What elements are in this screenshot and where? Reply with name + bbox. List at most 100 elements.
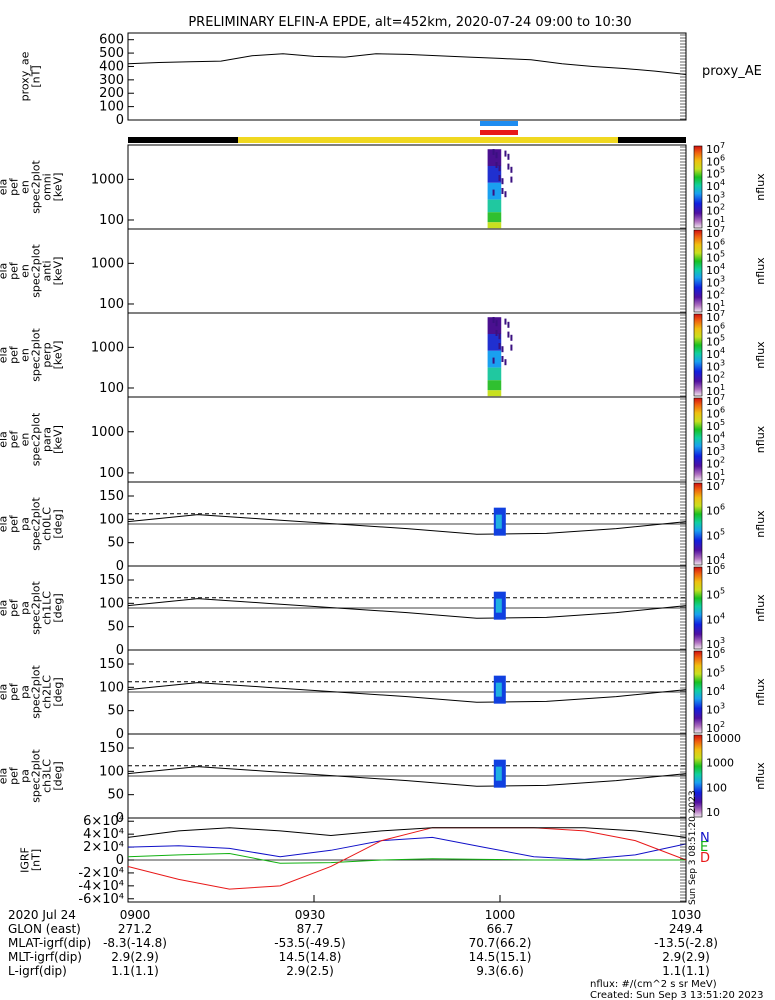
panel-8-ylabel-line: pa — [19, 769, 32, 783]
panel-1-spec-speck — [501, 178, 504, 185]
panel-8-cb-label: nflux — [754, 762, 767, 790]
panel-0-ylabel: proxy_ae[nT] — [19, 51, 43, 101]
footer-row-3-v1: 14.5(14.8) — [279, 950, 342, 964]
panel-7-ylabel-line: pa — [19, 685, 32, 699]
panel-7-cb-tick: 106 — [706, 646, 725, 661]
marker-blue-bar — [480, 121, 518, 126]
panel-4-cb-tick: 102 — [706, 456, 725, 471]
panel-3-ylabel-line: en — [19, 348, 32, 362]
panel-1-spec-speck — [507, 163, 510, 170]
panel-1-cb-tick: 102 — [706, 203, 725, 218]
panel-6-cb-tick: 103 — [706, 636, 725, 651]
panels-layer: 0100200300400500600proxy_AEproxy_ae[nT]1… — [0, 32, 767, 907]
panel-7-ylabel-line: [deg] — [52, 677, 65, 706]
panel-3-cb-tick: 107 — [706, 309, 725, 324]
panel-6-cb-tick: 106 — [706, 562, 725, 577]
panel-3-cb-label: nflux — [754, 341, 767, 369]
panel-8-ytick-label: 50 — [107, 788, 124, 803]
panel-1-ylabel-line: ela — [0, 179, 10, 196]
panel-3-spec-speck — [495, 320, 498, 327]
panel-7-cb-tick: 105 — [706, 665, 725, 680]
panel-4-cb-tick: 104 — [706, 431, 725, 446]
panel-7-ytick-label: 150 — [99, 657, 124, 672]
panel-3-ylabel-line: perp — [41, 342, 54, 367]
panel-4-cb-tick: 106 — [706, 406, 725, 421]
panel-3-ylabel-line: spec2plot — [30, 328, 43, 382]
panel-5-cb-tick: 105 — [706, 527, 725, 542]
panel-2-cb-label: nflux — [754, 257, 767, 285]
panel-0-ytick-label: 400 — [99, 59, 124, 74]
panel-1-cb-tick: 104 — [706, 178, 725, 193]
igrf-legend-E: E — [700, 840, 708, 855]
igrf-series-total — [127, 827, 687, 838]
igrf-ytick-label: 6×10⁴ — [83, 814, 124, 829]
footer-row-3-v0: 2.9(2.9) — [111, 950, 159, 964]
panel-7-ytick-label: 50 — [107, 704, 124, 719]
panel-3-spec-band — [487, 367, 502, 381]
panel-1-ylabel-line: [keV] — [52, 173, 65, 202]
igrf-legend-D: D — [700, 851, 710, 866]
footer-row-1-v3: 249.4 — [669, 922, 703, 936]
panel-7-ylabel-line: spec2plot — [30, 665, 43, 719]
panel-5-pa-core — [495, 514, 502, 529]
igrf-ytick-label: 4×10⁴ — [83, 827, 124, 842]
footer-row-3-label: MLT-igrf(dip) — [8, 950, 82, 964]
footer-row-4-label: L-igrf(dip) — [8, 964, 67, 978]
panel-3-spec-speck — [492, 357, 495, 364]
panel-6-ylabel-line: ela — [0, 600, 10, 617]
panel-3-spec-band — [487, 317, 502, 334]
panel-1-spec-band — [487, 222, 502, 229]
panel-2-ylabel-line: en — [19, 264, 32, 278]
panel-1-spec-speck — [495, 152, 498, 159]
panel-2-ylabel-line: pef — [8, 261, 21, 280]
igrf-legend-N: N — [700, 831, 710, 846]
panel-6-ytick-label: 150 — [99, 573, 124, 588]
igrf-ytick-label: 2×10⁴ — [83, 840, 124, 855]
panel-2-cb-tick: 106 — [706, 237, 725, 252]
footer-row-0-label: 2020 Jul 24 — [8, 908, 76, 922]
panel-ela_pef_pa_spec2plot_ch0LC: 0 50 100 150 104 105 106 107 nflux — [99, 478, 767, 574]
panel-1-cb-tick: 101 — [706, 215, 725, 230]
panel-8-ylabel-line: [deg] — [52, 761, 65, 790]
panel-1-spec-speck — [498, 175, 501, 181]
panel-1-cb-tick: 105 — [706, 166, 725, 181]
panel-ela_pef_pa_spec2plot_ch1LC: 0 50 100 150 103 104 105 106 nflux — [99, 562, 767, 658]
panel-7-ylabel-line: ela — [0, 684, 10, 701]
panel-7-cb-tick: 103 — [706, 702, 725, 717]
panel-2-cb-tick: 103 — [706, 274, 725, 289]
panel-3-spec-speck — [504, 359, 507, 366]
panel-1-minor-ticks — [680, 146, 686, 229]
panel-1-spec-speck — [501, 188, 504, 194]
panel-5-cb-label: nflux — [754, 510, 767, 538]
panel-8-ylabel-line: spec2plot — [30, 749, 43, 803]
panel-2-cb-tick: 104 — [706, 262, 725, 277]
figure-title: PRELIMINARY ELFIN-A EPDE, alt=452km, 202… — [188, 15, 631, 30]
panel-5-ytick-label: 100 — [99, 512, 124, 527]
igrf-series-D — [127, 827, 687, 890]
panel-3-cb-tick: 102 — [706, 371, 725, 386]
panel-4-ylabel-line: pef — [8, 430, 21, 449]
panel-4-cb-label: nflux — [754, 425, 767, 453]
panel-1-spec-speck — [495, 162, 498, 168]
panel-5-lc-curve — [127, 514, 687, 535]
panel-3-spec-speck — [492, 317, 495, 323]
panel-3-cb-tick: 104 — [706, 346, 725, 361]
panel-3-spec-band — [487, 390, 502, 397]
panel-6-colorbar — [693, 566, 703, 650]
panel-7-colorbar — [693, 650, 703, 734]
panel-7-ytick-label: 100 — [99, 680, 124, 695]
marker-red-bar — [480, 130, 518, 135]
panel-6-ylabel-line: [deg] — [52, 593, 65, 622]
footer-row-0-v3: 1030 — [671, 908, 702, 922]
panel-2-cb-tick: 107 — [706, 225, 725, 240]
footer-row-2-v1: -53.5(-49.5) — [274, 936, 345, 950]
panel-3-colorbar — [693, 313, 703, 397]
panel-2-minor-ticks — [680, 230, 686, 313]
panel-1-colorbar — [693, 145, 703, 229]
